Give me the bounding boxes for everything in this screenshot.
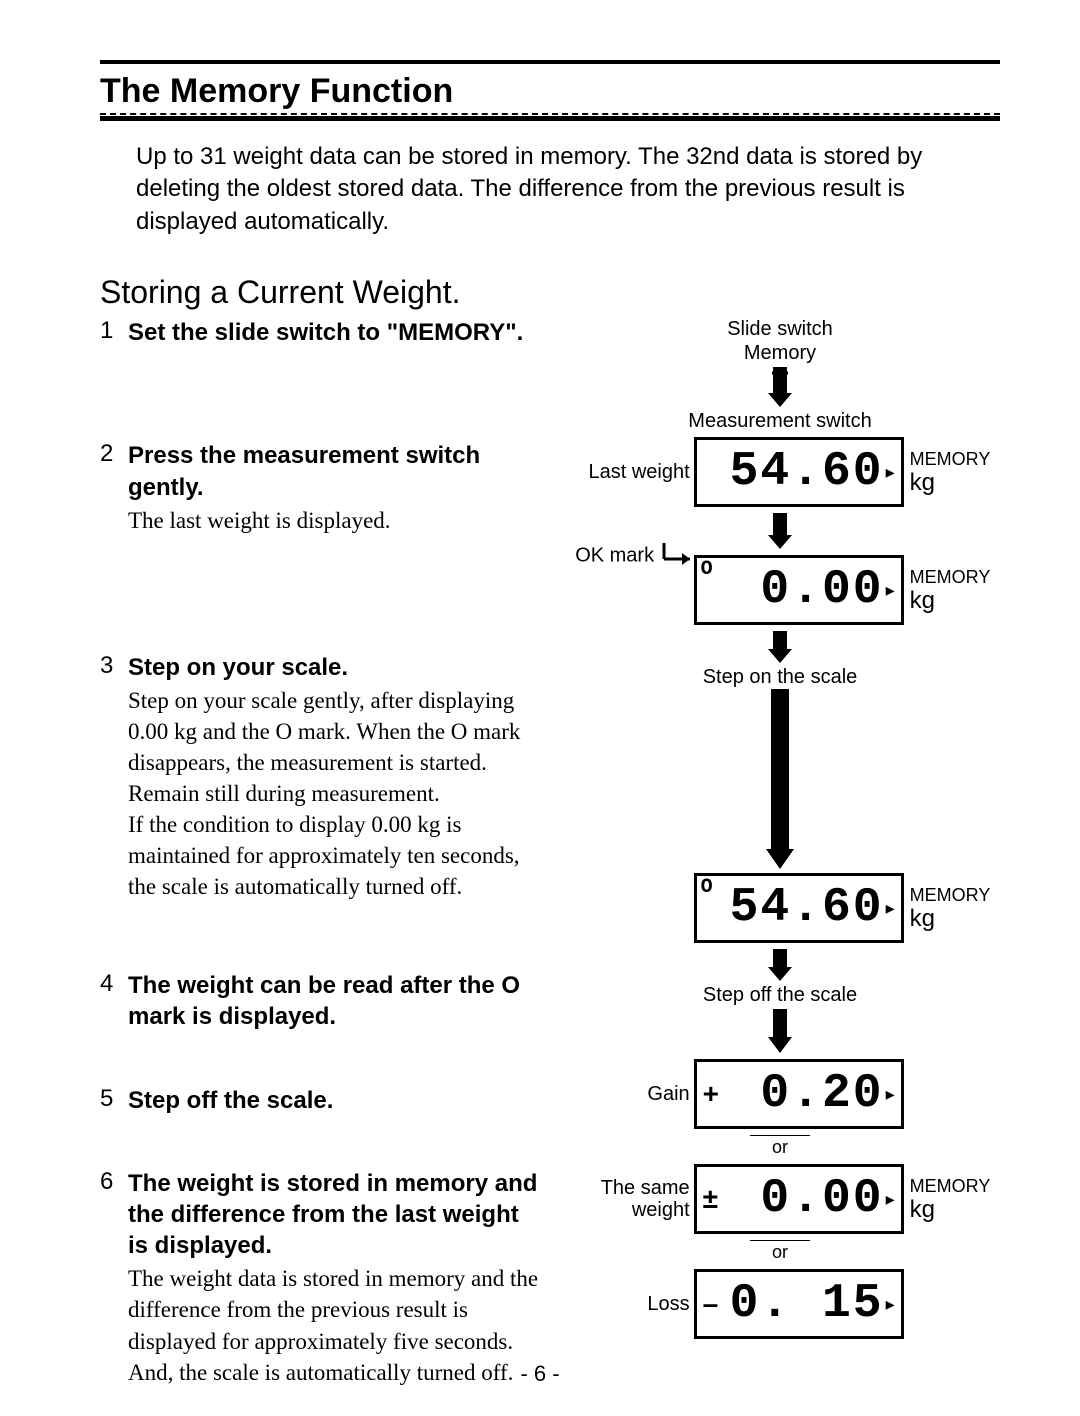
manual-page: The Memory Function Up to 31 weight data… xyxy=(0,0,1080,1415)
step-2: Press the measurement switch gently. The… xyxy=(100,440,540,623)
step-5: Step off the scale. xyxy=(100,1085,540,1140)
down-arrow-icon xyxy=(768,631,792,663)
lcd-digits: 54.60 xyxy=(730,445,884,499)
lcd-display: ± 0.00 ▸ xyxy=(694,1164,904,1234)
memory-kg-badge: MEMORY kg xyxy=(910,566,991,614)
lcd-display: – 0. 15 ▸ xyxy=(694,1269,904,1339)
page-title: The Memory Function xyxy=(100,68,1000,113)
lcd-digits: 0. 15 xyxy=(730,1277,884,1331)
lcd-row-loss: Loss – 0. 15 ▸ MEMORYkg xyxy=(570,1269,991,1339)
long-down-arrow-icon xyxy=(766,689,794,869)
step-6: The weight is stored in memory and the d… xyxy=(100,1168,540,1388)
step-head: Step off the scale. xyxy=(128,1085,540,1116)
step-head: The weight can be read after the O mark … xyxy=(128,970,540,1032)
left-column: Set the slide switch to "MEMORY". Press … xyxy=(100,317,540,1415)
triangle-right-icon: ▸ xyxy=(886,1189,895,1210)
lcd-digits: 54.60 xyxy=(730,881,884,935)
triangle-right-icon: ▸ xyxy=(886,898,895,919)
two-columns: Set the slide switch to "MEMORY". Press … xyxy=(100,317,1000,1415)
minus-icon: – xyxy=(703,1288,719,1320)
lcd-row-same: The same weight ± 0.00 ▸ MEMORY kg xyxy=(570,1164,991,1234)
lcd-digits: 0.00 xyxy=(760,1172,883,1226)
step-on-label: Step on the scale xyxy=(703,665,858,689)
measurement-switch-label: Measurement switch xyxy=(688,409,871,433)
triangle-right-icon: ▸ xyxy=(886,1084,895,1105)
plusminus-icon: ± xyxy=(703,1183,718,1215)
lcd-display: 54.60 ▸ xyxy=(694,437,904,507)
down-arrow-icon xyxy=(768,949,792,981)
right-column: Slide switch Memory Measurement switch L… xyxy=(560,317,1000,1415)
down-arrow-icon xyxy=(768,513,792,549)
triangle-right-icon: ▸ xyxy=(886,580,895,601)
step-head: The weight is stored in memory and the d… xyxy=(128,1168,540,1262)
gain-label: Gain xyxy=(570,1083,690,1105)
steps-list: Set the slide switch to "MEMORY". Press … xyxy=(100,317,540,1387)
section-subtitle: Storing a Current Weight. xyxy=(100,274,1000,311)
lcd-row-gain: Gain + 0.20 ▸ MEMORYkg xyxy=(570,1059,991,1129)
step-1: Set the slide switch to "MEMORY". xyxy=(100,317,540,412)
loss-label: Loss xyxy=(570,1293,690,1315)
memory-kg-badge: MEMORY kg xyxy=(910,1175,991,1223)
step-head: Press the measurement switch gently. xyxy=(128,440,540,502)
step-body: Step on your scale gently, after display… xyxy=(128,685,540,902)
same-weight-label: The same weight xyxy=(570,1177,690,1221)
lcd-display: O 0.00 ▸ xyxy=(694,555,904,625)
page-number: - 6 - xyxy=(0,1361,1080,1387)
plus-icon: + xyxy=(703,1078,719,1110)
ok-circle-icon: O xyxy=(701,558,713,581)
down-arrow-icon xyxy=(768,1009,792,1053)
step-3: Step on your scale. Step on your scale g… xyxy=(100,652,540,943)
lcd-row-3: O 54.60 ▸ MEMORY kg xyxy=(570,873,991,943)
step-body: The last weight is displayed. xyxy=(128,505,540,536)
step-head: Step on your scale. xyxy=(128,652,540,683)
ok-circle-icon: O xyxy=(701,876,713,899)
or-divider: or xyxy=(750,1240,810,1263)
memory-kg-badge: MEMORY kg xyxy=(910,448,991,496)
or-divider: or xyxy=(750,1135,810,1158)
lcd-display: + 0.20 ▸ xyxy=(694,1059,904,1129)
triangle-right-icon: ▸ xyxy=(886,462,895,483)
rule-top xyxy=(100,60,1000,64)
memory-kg-badge: MEMORY kg xyxy=(910,884,991,932)
step-head: Set the slide switch to "MEMORY". xyxy=(128,317,540,348)
lcd-digits: 0.20 xyxy=(760,1067,883,1121)
triangle-right-icon: ▸ xyxy=(886,1294,895,1315)
lcd-display: O 54.60 ▸ xyxy=(694,873,904,943)
last-weight-label: Last weight xyxy=(570,461,690,483)
slide-switch-label: Slide switch Memory xyxy=(727,317,833,365)
down-arrow-icon xyxy=(768,367,792,407)
lcd-row-1: Last weight 54.60 ▸ MEMORY kg xyxy=(570,437,991,507)
step-4: The weight can be read after the O mark … xyxy=(100,970,540,1056)
lcd-row-2: OK mark O 0.00 ▸ MEMORY kg xyxy=(570,555,991,625)
rule-under-title xyxy=(100,113,1000,121)
lcd-digits: 0.00 xyxy=(760,563,883,617)
ok-mark-label: OK mark xyxy=(570,543,690,569)
step-off-label: Step off the scale xyxy=(703,983,857,1007)
intro-text: Up to 31 weight data can be stored in me… xyxy=(136,141,1000,238)
